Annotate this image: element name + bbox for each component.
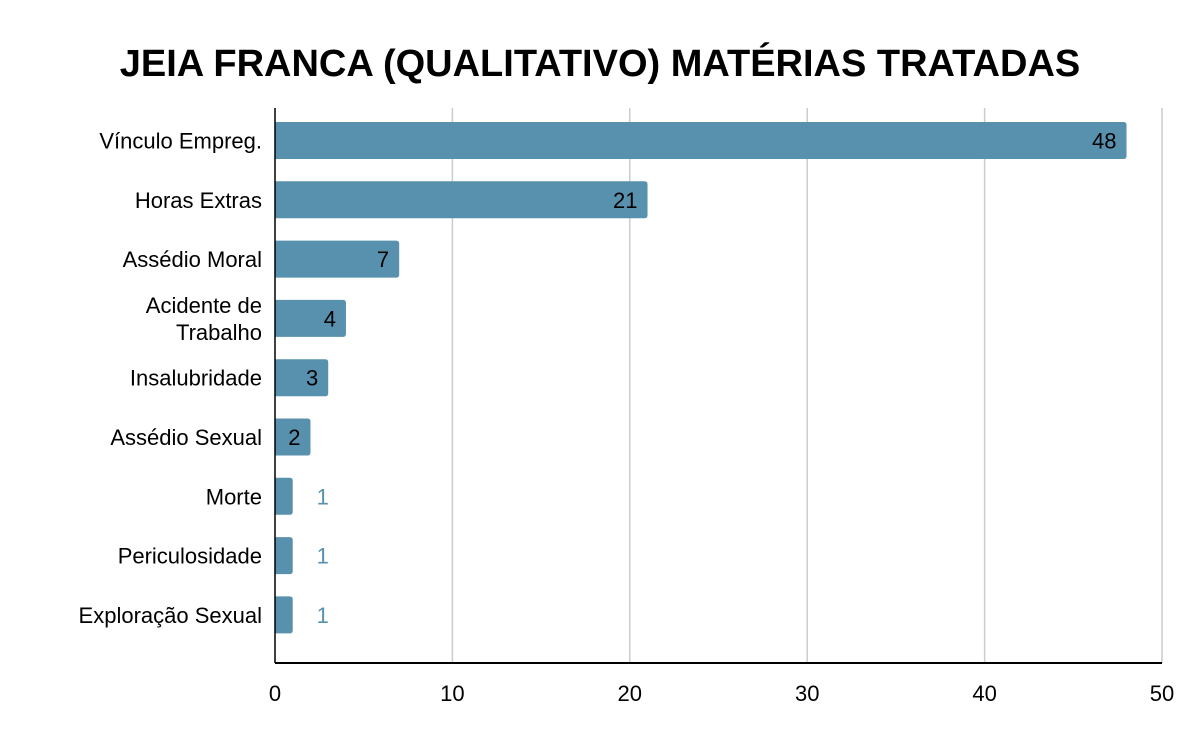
category-label: Acidente de Trabalho bbox=[146, 293, 262, 345]
category-label: Horas Extras bbox=[135, 188, 262, 213]
bar bbox=[275, 596, 293, 634]
x-tick-labels: 0 10 20 30 40 50 bbox=[269, 681, 1174, 706]
data-label: 48 bbox=[1092, 129, 1116, 154]
category-label: Morte bbox=[206, 484, 262, 509]
data-label: 1 bbox=[317, 603, 329, 628]
data-label: 1 bbox=[317, 484, 329, 509]
category-labels: Vínculo Empreg. Horas Extras Assédio Moral… bbox=[79, 129, 262, 628]
x-tick-label: 20 bbox=[618, 681, 642, 706]
data-label: 4 bbox=[324, 306, 336, 331]
bar bbox=[275, 537, 293, 575]
bars bbox=[275, 122, 1127, 634]
x-tick-label: 0 bbox=[269, 681, 281, 706]
bar bbox=[275, 359, 329, 397]
data-label: 3 bbox=[306, 366, 318, 391]
data-label: 21 bbox=[613, 188, 637, 213]
bar bbox=[275, 181, 648, 219]
axes bbox=[274, 108, 1162, 664]
chart-title: JEIA FRANCA (QUALITATIVO) MATÉRIAS TRATA… bbox=[120, 41, 1080, 85]
data-label: 1 bbox=[317, 544, 329, 569]
category-label: Periculosidade bbox=[118, 544, 262, 569]
data-label: 2 bbox=[288, 425, 300, 450]
category-label: Vínculo Empreg. bbox=[99, 129, 262, 154]
bar bbox=[275, 122, 1127, 159]
category-label: Insalubridade bbox=[130, 366, 262, 391]
x-tick-label: 50 bbox=[1150, 681, 1174, 706]
category-label: Assédio Sexual bbox=[110, 425, 262, 450]
x-tick-label: 40 bbox=[972, 681, 996, 706]
data-label: 7 bbox=[377, 247, 389, 272]
bar bbox=[275, 418, 311, 456]
x-tick-label: 30 bbox=[795, 681, 819, 706]
category-label: Exploração Sexual bbox=[79, 603, 262, 628]
x-tick-label: 10 bbox=[440, 681, 464, 706]
bar bbox=[275, 477, 293, 515]
bar bbox=[275, 240, 400, 278]
bar bbox=[275, 299, 346, 337]
category-label: Assédio Moral bbox=[123, 247, 262, 272]
